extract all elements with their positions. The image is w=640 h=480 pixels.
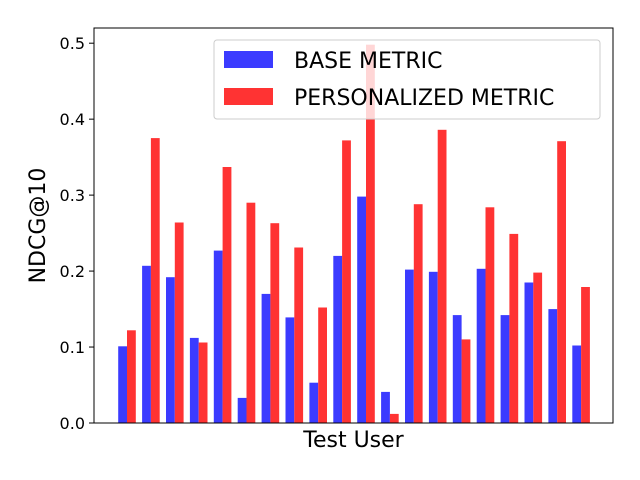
bar-personalized-metric-5 — [222, 167, 232, 423]
bar-personalized-metric-1 — [127, 330, 136, 423]
y-tick-label: 0.2 — [60, 262, 85, 281]
y-axis-label: NDCG@10 — [26, 168, 51, 284]
bar-personalized-metric-9 — [318, 307, 327, 423]
bar-personalized-metric-7 — [270, 223, 280, 423]
bar-personalized-metric-15 — [461, 339, 471, 423]
bar-personalized-metric-2 — [150, 138, 160, 423]
bar-base-metric-12 — [381, 391, 390, 423]
bar-base-metric-16 — [476, 268, 486, 423]
bar-personalized-metric-16 — [485, 207, 495, 423]
bar-personalized-metric-11 — [366, 44, 375, 423]
bar-base-metric-9 — [309, 382, 319, 423]
bar-base-metric-5 — [213, 250, 223, 423]
y-tick-label: 0.3 — [60, 186, 85, 205]
legend-label-personalized-metric: PERSONALIZED METRIC — [294, 86, 554, 111]
bar-base-metric-1 — [118, 346, 127, 423]
bars-group — [118, 44, 590, 424]
bar-personalized-metric-4 — [198, 342, 208, 423]
y-tick-label: 0.1 — [60, 338, 85, 357]
bar-base-metric-19 — [548, 309, 558, 423]
bar-base-metric-8 — [285, 317, 295, 423]
bar-base-metric-7 — [261, 293, 271, 423]
bar-personalized-metric-12 — [389, 413, 399, 423]
bar-base-metric-3 — [166, 277, 175, 423]
bar-personalized-metric-14 — [437, 129, 447, 424]
bar-personalized-metric-3 — [174, 222, 184, 423]
bar-personalized-metric-6 — [246, 202, 256, 423]
bar-base-metric-14 — [428, 271, 438, 423]
legend-swatch-base-metric — [224, 51, 273, 68]
y-tick-label: 0.0 — [60, 414, 85, 433]
plot-frame — [93, 27, 614, 424]
bar-base-metric-18 — [524, 282, 534, 423]
bar-personalized-metric-13 — [413, 204, 423, 423]
bar-personalized-metric-20 — [581, 287, 590, 423]
y-tick-label: 0.5 — [60, 34, 85, 53]
bar-personalized-metric-10 — [342, 140, 351, 423]
bar-personalized-metric-8 — [294, 247, 304, 423]
bar-base-metric-15 — [452, 315, 462, 423]
legend: BASE METRIC PERSONALIZED METRIC — [213, 39, 601, 120]
bar-base-metric-17 — [500, 315, 510, 423]
legend-box — [213, 39, 601, 120]
legend-label-base-metric: BASE METRIC — [294, 49, 442, 74]
bar-base-metric-10 — [333, 255, 343, 423]
y-axis: 0.0 0.1 0.2 0.3 0.4 0.5 — [60, 34, 94, 433]
x-axis-label: Test User — [302, 428, 404, 453]
bar-base-metric-20 — [572, 345, 582, 423]
bar-base-metric-13 — [405, 269, 414, 423]
bar-base-metric-6 — [237, 397, 247, 423]
bar-base-metric-4 — [189, 337, 199, 423]
bar-base-metric-11 — [357, 196, 366, 423]
legend-swatch-personalized-metric — [224, 88, 273, 105]
bar-personalized-metric-17 — [509, 233, 519, 423]
bar-personalized-metric-18 — [533, 272, 543, 423]
bar-base-metric-2 — [142, 265, 151, 423]
bar-personalized-metric-19 — [557, 141, 566, 423]
y-tick-label: 0.4 — [60, 110, 85, 129]
